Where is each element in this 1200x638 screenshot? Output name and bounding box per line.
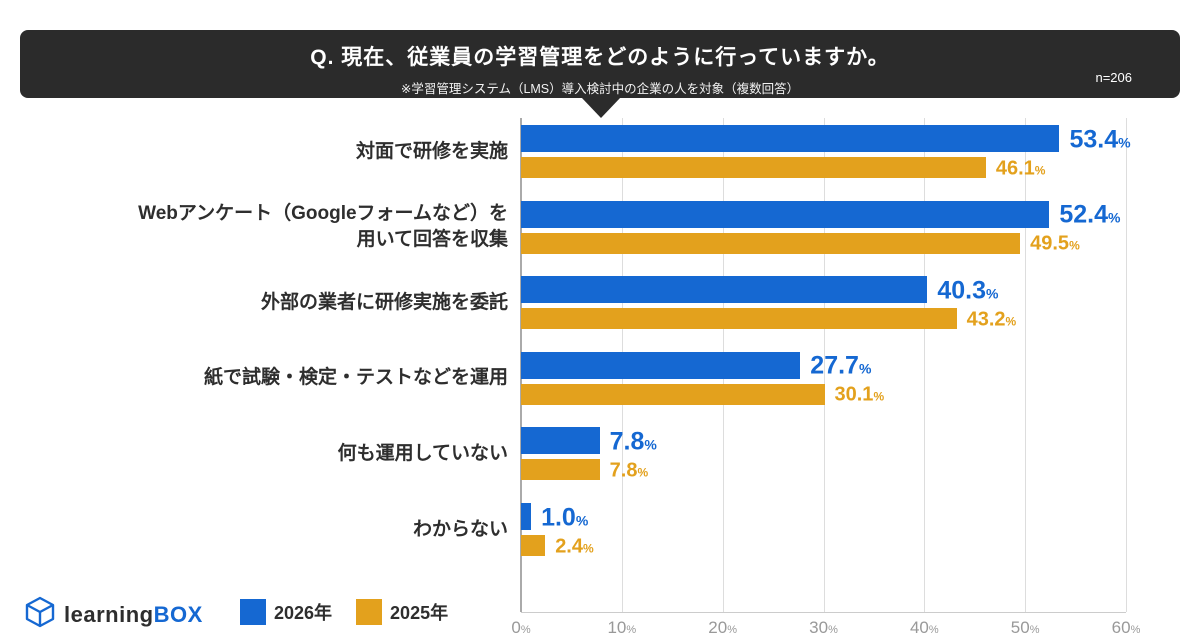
question-title: Q. 現在、従業員の学習管理をどのように行っていますか。 — [310, 46, 890, 69]
gridline — [823, 118, 825, 612]
logo-text-learning: learning — [64, 601, 154, 627]
value-label-2025年-6: 2.4% — [555, 535, 594, 557]
chart-legend: 2026年 2025年 — [240, 599, 448, 625]
legend-item-2026: 2026年 — [240, 599, 332, 625]
x-tick-label: 0% — [511, 618, 531, 637]
value-label-2026年-3: 40.3% — [937, 276, 999, 305]
bar-2026年-1 — [521, 125, 1060, 152]
category-label: 対面で研修を実施 — [355, 140, 508, 162]
gridline — [1025, 118, 1027, 612]
x-tick-label: 60% — [1111, 618, 1141, 637]
value-label-2026年-2: 52.4% — [1059, 200, 1121, 229]
learningbox-logo: learningBOX — [24, 596, 203, 633]
x-tick-label: 40% — [909, 618, 939, 637]
sample-size-label: n=206 — [1095, 70, 1132, 85]
value-label-2026年-5: 7.8% — [609, 427, 657, 456]
legend-label-2025: 2025年 — [390, 603, 449, 623]
bar-2025年-5 — [521, 459, 600, 481]
category-label: 外部の業者に研修実施を委託 — [260, 291, 508, 313]
legend-item-2025: 2025年 — [356, 599, 448, 625]
bar-2025年-2 — [521, 232, 1021, 254]
value-label-2025年-5: 7.8% — [609, 459, 649, 482]
bar-2026年-4 — [521, 351, 801, 379]
x-tick-label: 10% — [607, 618, 637, 637]
category-label: 何も運用していない — [337, 442, 508, 464]
question-subtitle: ※学習管理システム（LMS）導入検討中の企業の人を対象（複数回答） — [400, 82, 800, 96]
legend-swatch-2025 — [356, 599, 383, 625]
question-header: Q. 現在、従業員の学習管理をどのように行っていますか。 ※学習管理システム（L… — [20, 30, 1180, 98]
header-pointer-arrow — [581, 97, 621, 118]
legend-label-2026: 2026年 — [274, 603, 333, 623]
x-axis-line — [521, 612, 1126, 613]
logo-text: learningBOX — [64, 602, 203, 628]
x-tick-label: 20% — [708, 618, 737, 637]
value-label-2026年-1: 53.4% — [1069, 125, 1131, 153]
bar-2025年-1 — [521, 157, 986, 178]
value-label-2025年-1: 46.1% — [995, 157, 1046, 179]
bar-2026年-3 — [521, 276, 928, 304]
bar-2026年-6 — [521, 503, 532, 530]
value-label-2025年-2: 49.5% — [1030, 232, 1080, 255]
gridline — [924, 118, 926, 612]
gridline — [1126, 118, 1127, 612]
bar-2026年-2 — [521, 200, 1050, 228]
category-label: Webアンケート（Googleフォームなど）を 用いて回答を収集 — [138, 203, 508, 251]
logo-text-box: BOX — [153, 601, 203, 627]
value-label-2025年-4: 30.1% — [834, 383, 885, 406]
x-tick-label: 50% — [1010, 618, 1040, 637]
bar-2025年-4 — [521, 383, 825, 405]
bar-2026年-5 — [521, 427, 600, 455]
value-label-2026年-4: 27.7% — [810, 351, 872, 380]
value-label-2026年-6: 1.0% — [541, 503, 589, 531]
cube-logo-icon — [24, 596, 56, 633]
category-label: 紙で試験・検定・テストなどを運用 — [203, 367, 508, 389]
legend-swatch-2026 — [240, 599, 266, 625]
bar-2025年-6 — [521, 535, 546, 556]
category-label: わからない — [412, 518, 508, 540]
x-tick-label: 30% — [809, 618, 838, 637]
value-label-2025年-3: 43.2% — [966, 308, 1017, 331]
bar-2025年-3 — [521, 308, 957, 330]
